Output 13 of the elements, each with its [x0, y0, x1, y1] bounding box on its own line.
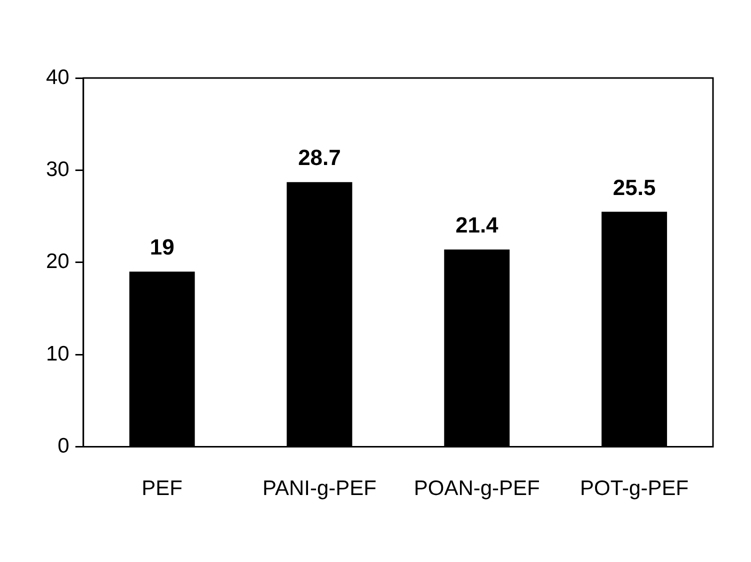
data-label: 25.5	[612, 174, 656, 200]
y-tick-label: 30	[46, 158, 70, 181]
x-tick-label: POAN-g-PEF	[414, 477, 540, 500]
x-tick-label: PEF	[142, 477, 182, 500]
y-tick-label: 20	[46, 250, 70, 274]
y-tick-label: 10	[46, 342, 70, 366]
data-label: 28.7	[298, 145, 341, 170]
data-label: 21.4	[455, 212, 500, 238]
y-tick-label: 40	[46, 66, 70, 89]
x-tick-label: PANI-g-PEF	[262, 477, 376, 500]
x-tick-label: POT-g-PEF	[580, 477, 689, 500]
data-label: 19	[150, 234, 174, 260]
y-tick-label: 0	[58, 434, 70, 458]
